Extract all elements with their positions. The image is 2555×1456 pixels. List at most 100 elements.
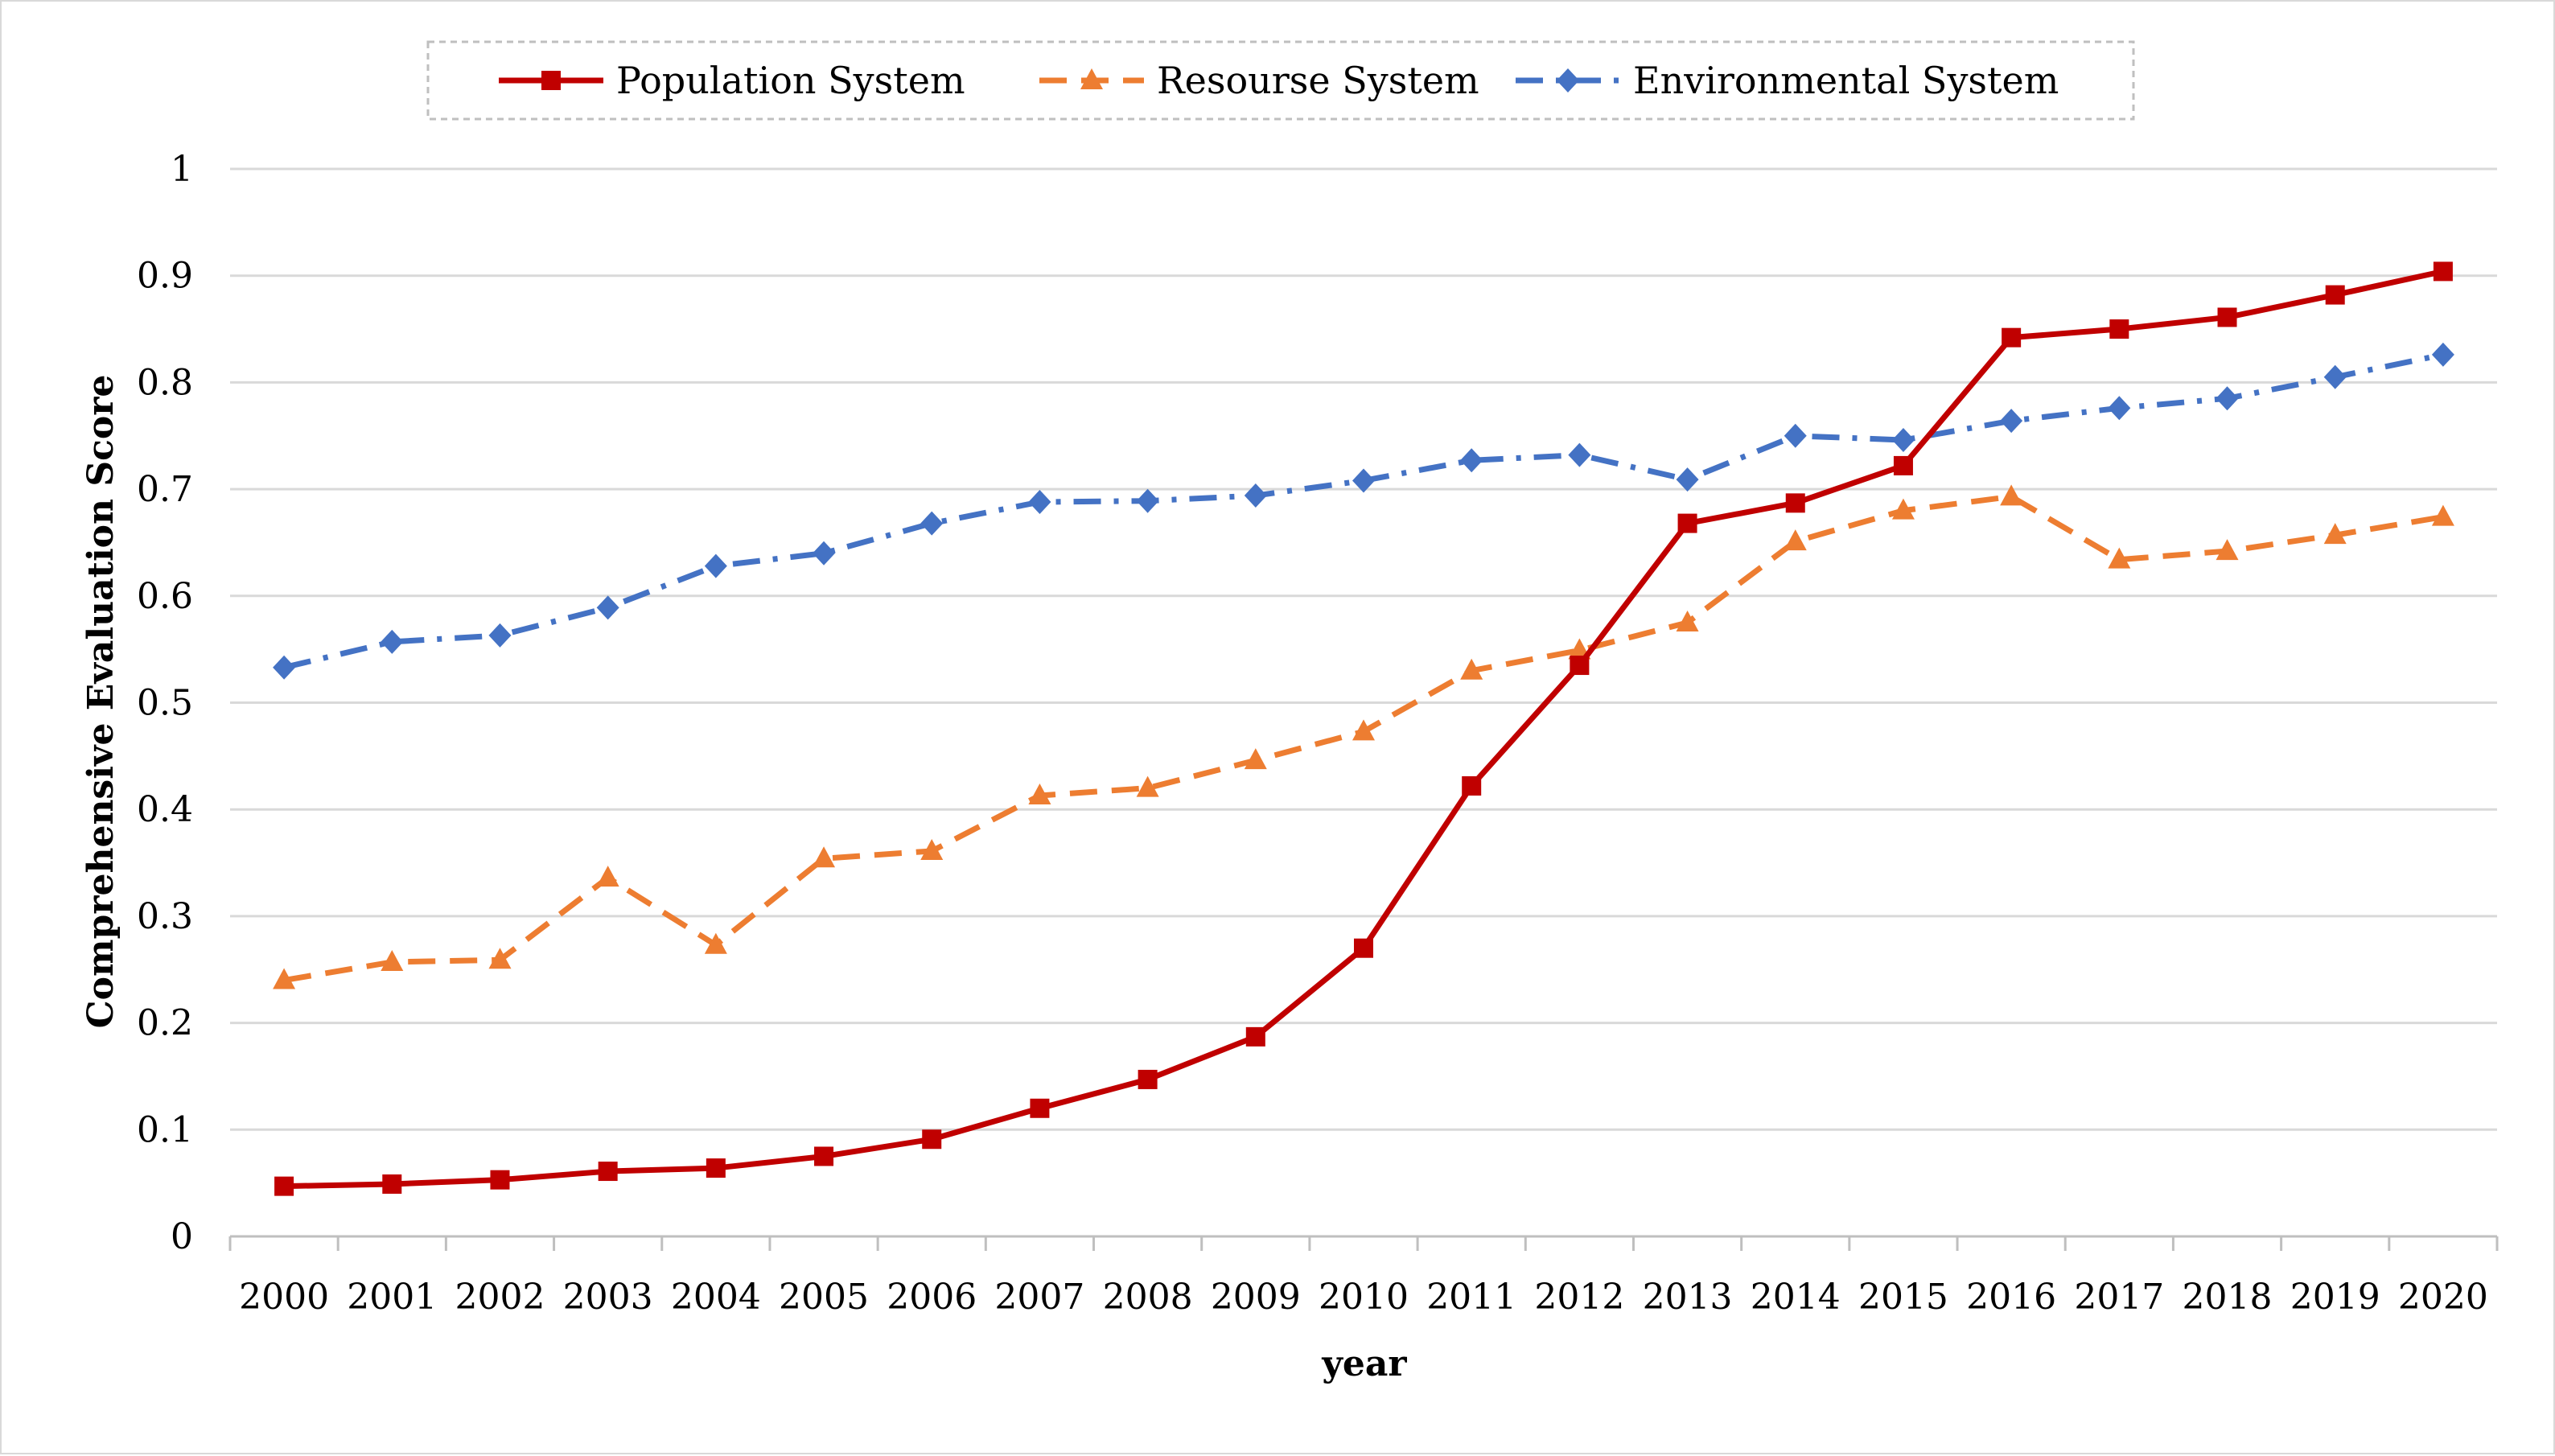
- x-tick-label: 2011: [1426, 1277, 1516, 1318]
- resourse-system-point: [920, 838, 944, 860]
- environmental-system-point: [1676, 467, 1699, 492]
- legend-item-resourse-system: Resourse System: [1039, 59, 1479, 102]
- x-tick-label: 2015: [1858, 1277, 1948, 1318]
- x-tick-label: 2016: [1966, 1277, 2056, 1318]
- legend-box: [426, 40, 2135, 121]
- environmental-system-point: [2323, 364, 2347, 389]
- population-system-point: [2002, 327, 2022, 348]
- environmental-system-point: [704, 553, 727, 578]
- environmental-system-point: [2000, 409, 2023, 434]
- resourse-system-point: [1460, 658, 1483, 680]
- x-axis-title: year: [1321, 1343, 1407, 1384]
- x-tick-label: 2005: [779, 1277, 869, 1318]
- population-system-point: [2325, 285, 2345, 305]
- y-tick-label: 1: [171, 149, 193, 190]
- legend-label-environmental-system: Environmental System: [1633, 59, 2059, 102]
- series-layer: [273, 261, 2454, 1196]
- resourse-system-point: [1244, 748, 1267, 770]
- legend-label-resourse-system: Resourse System: [1157, 59, 1479, 102]
- series-population-system: [274, 261, 2453, 1196]
- grid-layer: [230, 167, 2497, 1131]
- population-system-point: [2109, 319, 2129, 339]
- axis-layer: 0 0.1 0.2 0.3 0.4 0.5 0.6 0.7 0.8 0.9 1 2000 2001 200…: [137, 149, 2499, 1318]
- environmental-system-point: [1244, 483, 1267, 508]
- x-tick-label: 2008: [1103, 1277, 1193, 1318]
- population-system-point: [1893, 455, 1913, 475]
- y-tick-label: 0.5: [137, 683, 193, 724]
- environmental-system-point: [1136, 488, 1159, 513]
- resourse-system-point: [1784, 529, 1807, 551]
- population-system-point: [1462, 776, 1482, 796]
- resourse-system-point: [2108, 547, 2131, 569]
- environmental-system-point: [1891, 428, 1915, 453]
- y-tick-label: 0.9: [137, 256, 193, 297]
- population-system-point: [1570, 656, 1590, 676]
- x-tick-label: 2013: [1643, 1277, 1733, 1318]
- resourse-system-point: [1136, 775, 1159, 797]
- x-tick-label: 2000: [239, 1277, 329, 1318]
- resourse-system-point: [704, 932, 727, 954]
- population-system-point: [2433, 261, 2453, 282]
- x-tick-label: 2018: [2183, 1277, 2273, 1318]
- environmental-system-point: [381, 629, 404, 654]
- x-tick-label: 2007: [994, 1277, 1084, 1318]
- environmental-system-point: [2431, 342, 2454, 367]
- environmental-system-point: [813, 541, 836, 566]
- legend-item-population-system: Population System: [499, 59, 965, 102]
- resourse-system-point: [1891, 498, 1915, 520]
- resourse-system-point: [813, 846, 836, 868]
- x-tick-label: 2003: [563, 1277, 653, 1318]
- y-tick-label: 0.3: [137, 896, 193, 937]
- environmental-system-point: [2108, 396, 2131, 421]
- x-tick-label: 2001: [347, 1277, 437, 1318]
- x-tick-label: 2002: [455, 1277, 545, 1318]
- resourse-system-point: [1028, 783, 1051, 804]
- resourse-system-point: [2431, 504, 2454, 526]
- environmental-system-point: [273, 655, 296, 680]
- y-axis-title: Comprehensive Evaluation Score: [80, 375, 121, 1029]
- resourse-system-point: [2323, 523, 2347, 545]
- y-tick-label: 0.1: [137, 1109, 193, 1150]
- resourse-system-point: [596, 866, 619, 887]
- legend: Population System Resourse System Environm…: [426, 40, 2135, 121]
- environmental-system-point: [1460, 448, 1483, 473]
- x-tick-label: 2020: [2398, 1277, 2488, 1318]
- population-system-point: [274, 1176, 294, 1196]
- y-tick-label: 0.6: [137, 576, 193, 617]
- y-tick-label: 0.4: [137, 789, 193, 830]
- resourse-system-point: [1352, 719, 1375, 741]
- environmental-system-point: [2216, 386, 2239, 411]
- y-tick-label: 0.2: [137, 1003, 193, 1044]
- x-tick-label: 2006: [887, 1277, 977, 1318]
- population-system-point: [922, 1129, 942, 1150]
- legend-marker-population-system: [541, 71, 561, 90]
- population-system-point: [598, 1162, 618, 1182]
- resourse-system-point: [273, 968, 296, 989]
- legend-item-environmental-system: Environmental System: [1516, 59, 2059, 102]
- resourse-system-point: [381, 949, 404, 971]
- series-resourse-system: [273, 484, 2454, 989]
- population-system-point: [1677, 513, 1697, 533]
- population-system-point: [814, 1146, 834, 1166]
- environmental-system-point: [1568, 442, 1591, 467]
- legend-label-population-system: Population System: [616, 59, 965, 102]
- y-tick-label: 0: [171, 1216, 193, 1257]
- population-system-point: [1030, 1098, 1050, 1118]
- resourse-system-point: [2000, 484, 2023, 506]
- y-tick-label: 0.7: [137, 469, 193, 510]
- environmental-system-point: [1352, 468, 1375, 493]
- environmental-system-point: [1028, 490, 1051, 515]
- population-system-point: [1138, 1069, 1158, 1089]
- resourse-system-point: [488, 948, 512, 969]
- environmental-system-point: [920, 511, 944, 536]
- resourse-system-point: [2216, 539, 2239, 561]
- population-system-point: [382, 1174, 402, 1194]
- population-system-point: [1785, 493, 1805, 513]
- environmental-system-point: [596, 595, 619, 620]
- population-system-point: [2217, 307, 2237, 327]
- population-system-point: [490, 1170, 510, 1190]
- series-environmental-system: [273, 342, 2454, 680]
- y-tick-label: 0.8: [137, 362, 193, 403]
- legend-marker-environmental-system: [1557, 68, 1579, 93]
